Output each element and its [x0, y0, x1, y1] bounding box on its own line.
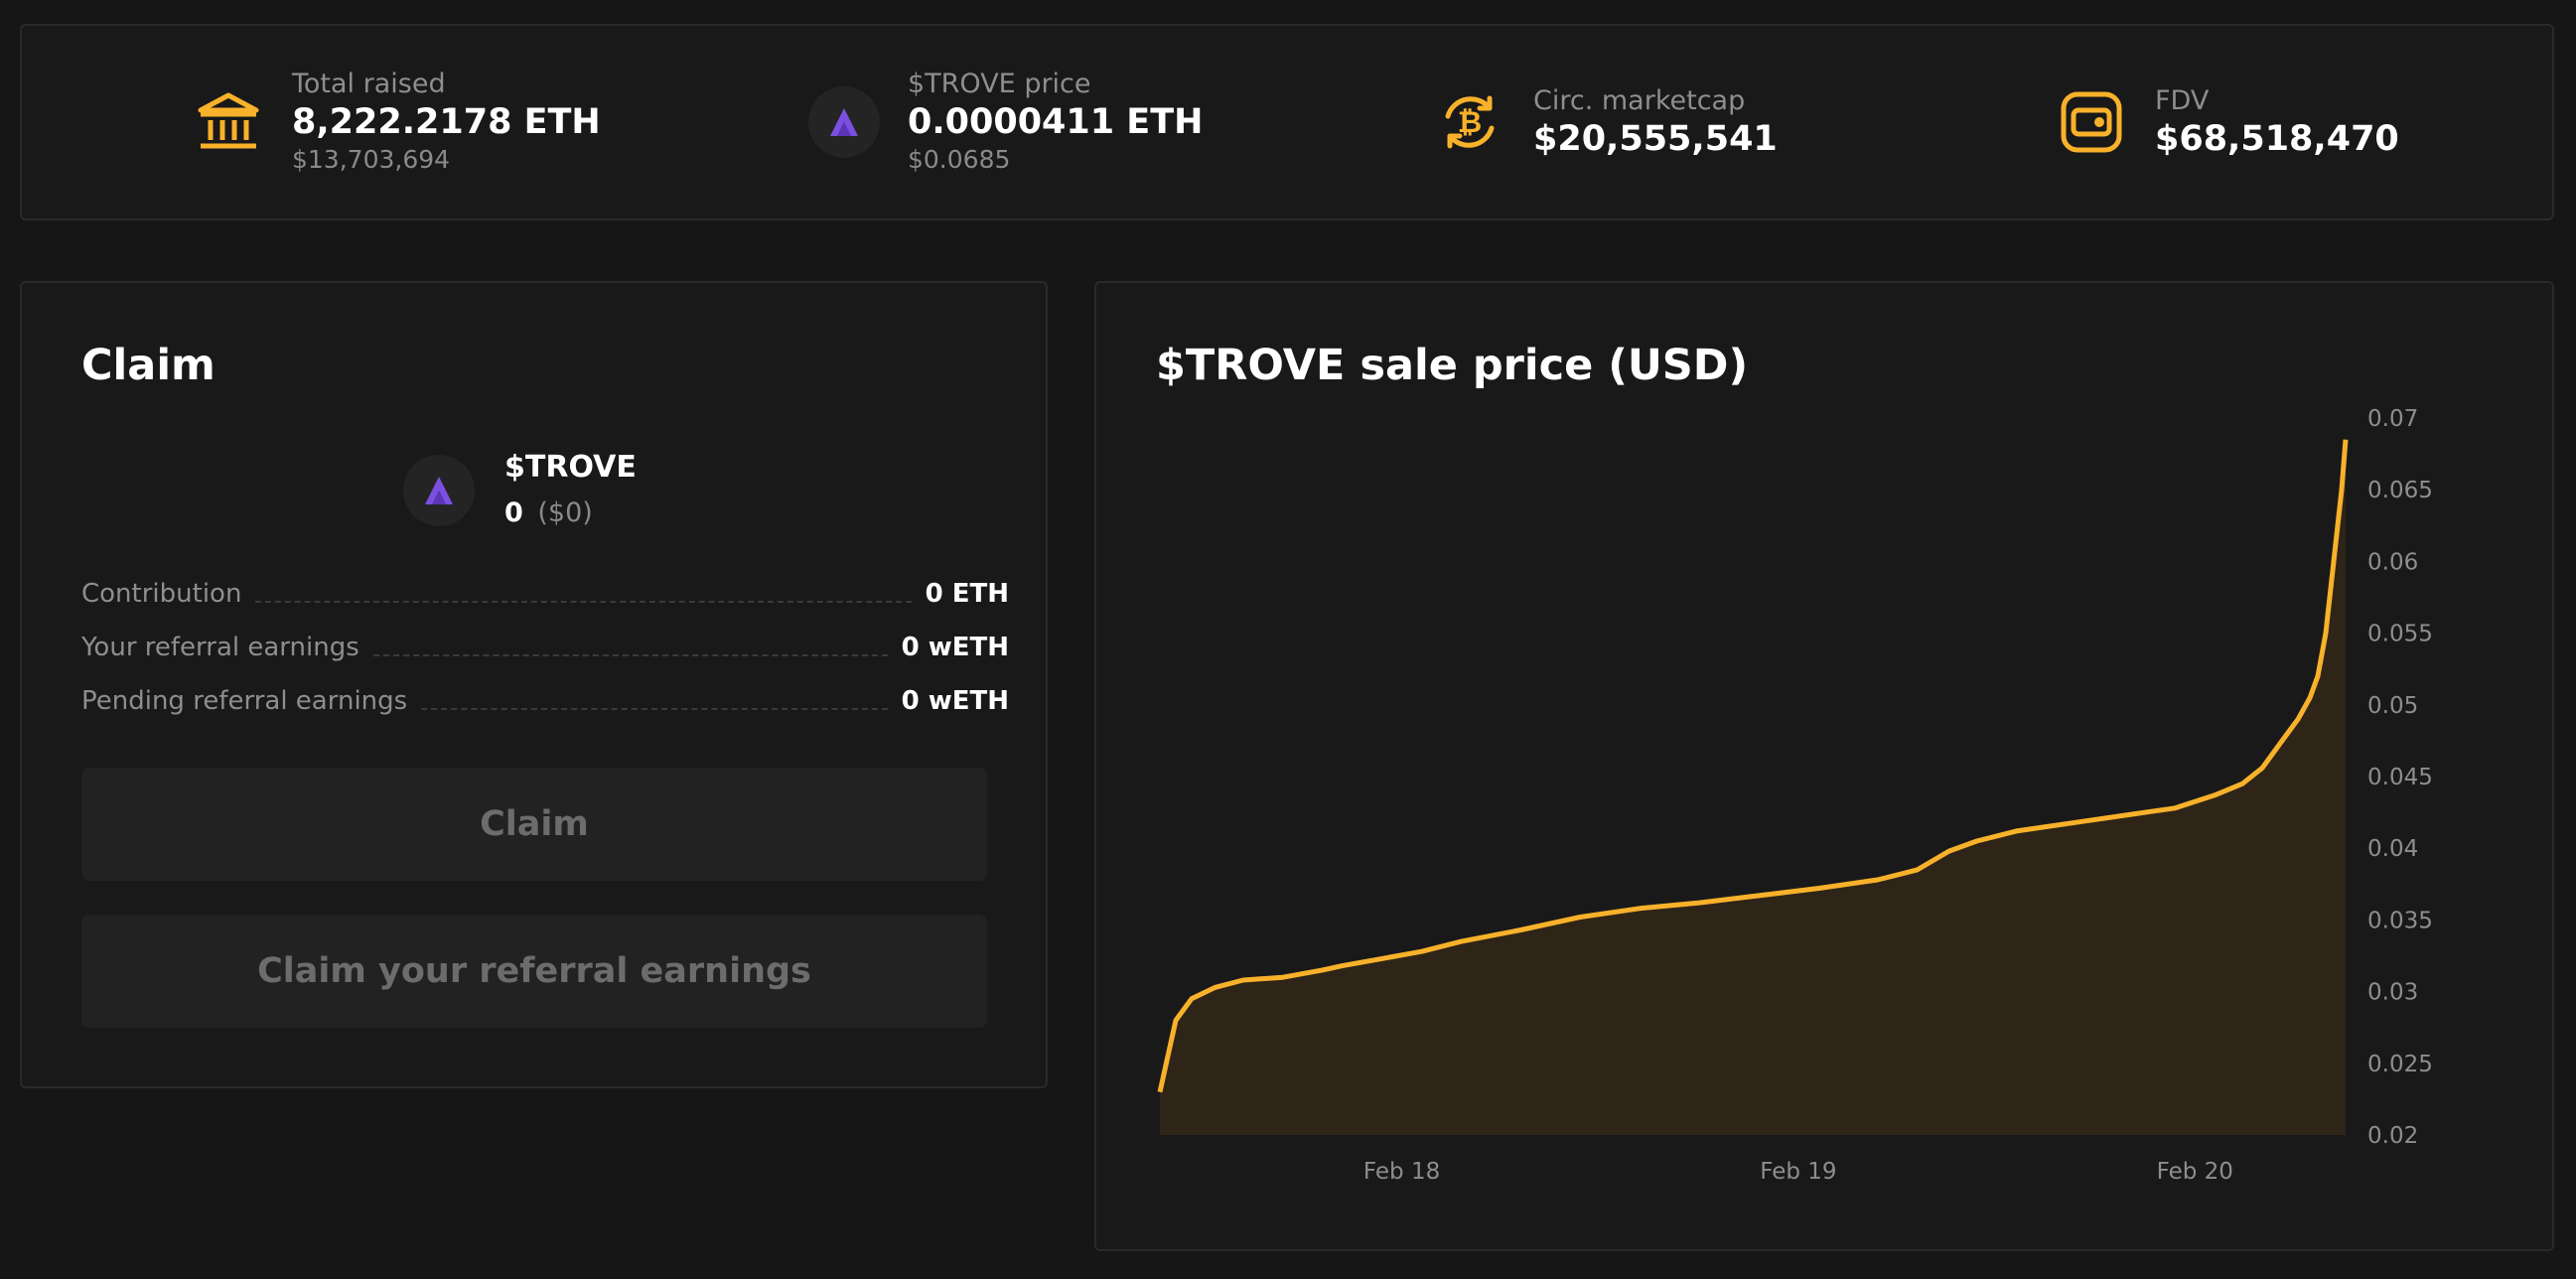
token-name: $TROVE — [504, 450, 637, 485]
chart-area-fill — [1160, 439, 2346, 1135]
stat-value: 8,222.2178 ETH — [292, 102, 601, 142]
bitcoin-cycle-icon: ₿ — [1434, 86, 1505, 158]
chart-series-line — [1157, 439, 2349, 1093]
chart-card: $TROVE sale price (USD) 0.07 0.065 0.06 0.0… — [1094, 281, 2554, 1251]
detail-value: 0 wETH — [901, 633, 1009, 662]
token-usd: ($0) — [537, 497, 593, 528]
trove-logo-icon — [403, 455, 475, 526]
wallet-icon — [2056, 86, 2127, 158]
y-tick-label: 0.05 — [2367, 693, 2418, 719]
contribution-row: Contribution 0 ETH — [81, 574, 1009, 614]
stat-label: $TROVE price — [908, 69, 1091, 99]
claim-card: Claim $TROVE 0 ($0) Contribution 0 ETH Y… — [20, 281, 1048, 1088]
chart-title: $TROVE sale price (USD) — [1156, 341, 1749, 390]
stat-label: FDV — [2155, 85, 2210, 116]
token-amount: 0 — [504, 497, 523, 528]
y-tick-label: 0.06 — [2367, 549, 2418, 575]
y-tick-label: 0.03 — [2367, 980, 2418, 1006]
token-balance: $TROVE 0 ($0) — [403, 448, 637, 533]
stat-label: Total raised — [292, 69, 446, 99]
y-tick-label: 0.065 — [2367, 478, 2433, 503]
svg-text:₿: ₿ — [1458, 105, 1482, 140]
x-tick-label: Feb 18 — [1363, 1159, 1440, 1185]
detail-value: 0 ETH — [925, 579, 1009, 609]
price-chart: 0.07 0.065 0.06 0.055 0.05 0.045 0.04 0.035 0.03… — [1157, 406, 2433, 1185]
bank-icon — [193, 86, 264, 158]
stat-trove-price: $TROVE price 0.0000411 ETH $0.0685 — [808, 26, 1203, 218]
claim-referral-button[interactable]: Claim your referral earnings — [81, 915, 987, 1028]
x-tick-label: Feb 19 — [1760, 1159, 1836, 1185]
trove-logo-icon — [808, 86, 880, 158]
y-tick-label: 0.04 — [2367, 836, 2418, 862]
y-tick-label: 0.055 — [2367, 622, 2433, 647]
stat-circ-marketcap: ₿ Circ. marketcap $20,555,541 — [1434, 26, 1778, 218]
claim-title: Claim — [81, 341, 215, 390]
detail-label: Contribution — [81, 579, 242, 609]
stat-total-raised: Total raised 8,222.2178 ETH $13,703,694 — [193, 26, 601, 218]
detail-label: Pending referral earnings — [81, 686, 408, 716]
stat-value: 0.0000411 ETH — [908, 102, 1204, 142]
referral-earnings-row: Your referral earnings 0 wETH — [81, 628, 1009, 667]
dotted-leader — [372, 654, 888, 656]
stat-fdv: FDV $68,518,470 — [2056, 26, 2399, 218]
token-balance-value: 0 ($0) — [504, 494, 637, 533]
stats-bar: Total raised 8,222.2178 ETH $13,703,694 … — [20, 24, 2554, 220]
stat-sub: $13,703,694 — [292, 145, 451, 174]
claim-button[interactable]: Claim — [81, 768, 987, 881]
stat-value: $68,518,470 — [2155, 119, 2399, 159]
dotted-leader — [255, 601, 912, 603]
y-tick-label: 0.035 — [2367, 908, 2433, 933]
x-tick-label: Feb 20 — [2157, 1159, 2233, 1185]
pending-referral-earnings-row: Pending referral earnings 0 wETH — [81, 681, 1009, 721]
detail-value: 0 wETH — [901, 686, 1009, 716]
stat-value: $20,555,541 — [1533, 119, 1778, 159]
y-tick-label: 0.025 — [2367, 1052, 2433, 1077]
stat-label: Circ. marketcap — [1533, 85, 1746, 116]
y-tick-label: 0.07 — [2367, 406, 2418, 432]
y-tick-label: 0.045 — [2367, 765, 2433, 790]
y-tick-label: 0.02 — [2367, 1123, 2418, 1149]
detail-label: Your referral earnings — [81, 633, 359, 662]
dotted-leader — [421, 708, 888, 710]
stat-sub: $0.0685 — [908, 145, 1011, 174]
